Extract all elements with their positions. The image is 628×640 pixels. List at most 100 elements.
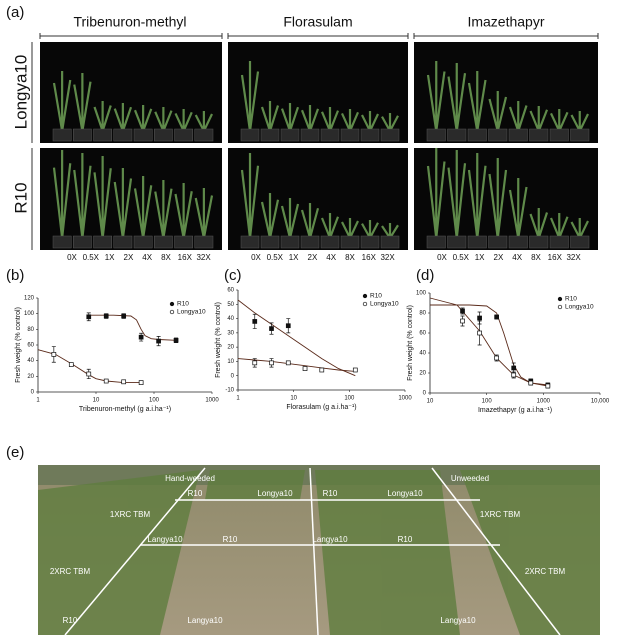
column-header: Imazethapyr: [467, 14, 544, 30]
plant: [113, 103, 133, 132]
column-header: Florasulam: [283, 14, 352, 30]
y-tick-label: 40: [227, 316, 234, 322]
dose-label: 16X: [178, 253, 193, 262]
x-tick-label: 10: [290, 396, 297, 402]
point: [138, 380, 144, 385]
plant: [240, 61, 260, 132]
plant: [93, 156, 112, 239]
dose-label: 4X: [512, 253, 522, 262]
row-label: R10: [11, 182, 30, 213]
field-label: R10: [223, 535, 238, 544]
point: [319, 367, 325, 373]
plant: [133, 176, 153, 239]
field-label: Hand-weeded: [165, 474, 215, 483]
pot: [174, 235, 193, 249]
pot: [73, 235, 92, 249]
plant: [174, 109, 193, 132]
plant: [300, 105, 320, 132]
panel-label: (c): [224, 267, 242, 284]
x-tick-label: 1: [236, 396, 240, 402]
point: [477, 315, 482, 321]
pot: [447, 235, 467, 249]
plant: [361, 220, 379, 239]
point: [460, 308, 465, 314]
x-axis-title: Florasulam (g a.i.ha⁻¹): [286, 404, 356, 411]
plant: [426, 148, 446, 239]
field-label: 1XRC TBM: [110, 510, 151, 519]
panel-label: (a): [6, 4, 24, 21]
dose-label: 2X: [494, 253, 504, 262]
fit-curve: [88, 314, 177, 341]
y-tick-label: -10: [225, 388, 234, 394]
plant: [194, 111, 213, 132]
pot: [529, 128, 549, 142]
pot: [52, 128, 72, 142]
dose-label: 8X: [161, 253, 171, 262]
x-tick-label: 1000: [205, 398, 219, 404]
row-label: Longya10: [11, 55, 30, 130]
pot: [380, 128, 400, 142]
dose-label: 0X: [437, 253, 447, 262]
x-tick-label: 100: [344, 396, 355, 402]
plant: [447, 63, 467, 132]
point: [528, 380, 534, 386]
y-axis-title: Fresh weight (% control): [15, 307, 22, 383]
pot: [93, 128, 112, 142]
y-tick-label: 20: [227, 345, 234, 351]
field-label: Langya10: [187, 616, 223, 625]
plant: [260, 193, 280, 239]
legend-label: R10: [565, 296, 577, 303]
pot: [426, 128, 446, 142]
x-tick-label: 1000: [537, 399, 551, 405]
point: [156, 338, 161, 344]
point: [252, 319, 258, 324]
point: [511, 372, 517, 378]
plant: [467, 71, 487, 132]
plant: [93, 101, 112, 132]
photo-background: [228, 148, 408, 250]
y-tick-label: 30: [227, 330, 234, 336]
point: [269, 326, 274, 331]
y-tick-label: 80: [27, 327, 34, 333]
photo-background: [40, 42, 222, 143]
plant: [52, 71, 72, 132]
field-label: 2XRC TBM: [525, 567, 566, 576]
plant: [341, 218, 359, 239]
x-axis-title: Imazethapyr (g a.i.ha⁻¹): [478, 407, 552, 414]
y-tick-label: 20: [419, 371, 426, 377]
dose-label: 2X: [124, 253, 134, 262]
pot: [174, 128, 193, 142]
field-label: Longya10: [387, 489, 423, 498]
point: [545, 383, 551, 389]
plant: [467, 153, 487, 239]
y-tick-label: 0: [231, 373, 235, 379]
panel-label: (b): [6, 267, 24, 284]
y-tick-label: 100: [416, 291, 427, 297]
dose-label: 1X: [475, 253, 485, 262]
field-label: R10: [398, 535, 413, 544]
plant: [508, 101, 528, 132]
pot: [300, 235, 320, 249]
dose-label: 8X: [531, 253, 541, 262]
pot: [320, 235, 340, 249]
plant: [300, 203, 320, 239]
y-tick-label: 0: [31, 390, 35, 396]
dose-label: 0.5X: [453, 253, 470, 262]
pot: [570, 128, 590, 142]
legend-marker: [557, 304, 563, 310]
pot: [340, 235, 360, 249]
x-tick-label: 10: [93, 398, 100, 404]
pot: [280, 235, 300, 249]
pot: [240, 128, 260, 142]
y-tick-label: 60: [27, 343, 34, 349]
dose-label: 32X: [380, 253, 395, 262]
plant: [320, 107, 340, 132]
pot: [133, 235, 153, 249]
point: [121, 313, 127, 319]
plant: [549, 213, 569, 239]
x-tick-label: 1: [36, 398, 40, 404]
y-tick-label: 20: [27, 374, 34, 380]
plant: [174, 183, 193, 239]
plant: [194, 188, 214, 239]
dose-label: 8X: [345, 253, 355, 262]
